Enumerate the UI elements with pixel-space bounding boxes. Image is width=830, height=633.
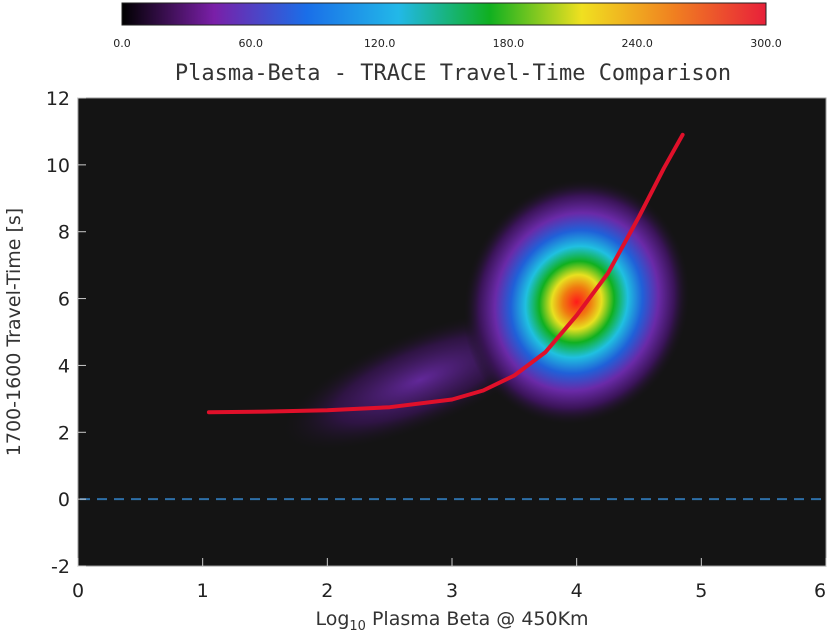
y-tick-label: 2 — [58, 422, 70, 444]
colorbar-tick-label: 180.0 — [493, 37, 525, 50]
y-tick-label: 8 — [58, 222, 70, 244]
y-tick-label: -2 — [51, 556, 70, 578]
x-tick-label: 3 — [446, 580, 458, 602]
y-tick-label: 10 — [46, 155, 70, 177]
x-axis-ticks: 0 1 2 3 4 5 6 — [72, 558, 827, 602]
y-axis-ticks: -2 0 2 4 6 8 10 12 — [46, 88, 86, 578]
y-tick-label: 12 — [46, 88, 70, 110]
density-cloud — [279, 178, 691, 452]
colorbar-tick-label: 120.0 — [364, 37, 396, 50]
fit-curve — [206, 132, 685, 415]
chart-title: Plasma-Beta - TRACE Travel-Time Comparis… — [175, 61, 731, 86]
x-tick-label: 6 — [814, 580, 826, 602]
colorbar — [121, 2, 767, 26]
colorbar-tick-label: 60.0 — [239, 37, 264, 50]
x-axis-label: Log10 Plasma Beta @ 450Km — [315, 608, 588, 633]
density-core — [463, 178, 691, 426]
y-axis-label: 1700-1600 Travel-Time [s] — [3, 208, 25, 456]
x-axis-label-subscript: 10 — [349, 619, 366, 633]
colorbar-tick-label: 240.0 — [621, 37, 653, 50]
x-axis-label-rest: Plasma Beta @ 450Km — [366, 608, 589, 630]
x-tick-label: 5 — [695, 580, 707, 602]
x-tick-label: 4 — [571, 580, 583, 602]
y-tick-label: 0 — [58, 489, 70, 511]
colorbar-tick-label: 300.0 — [750, 37, 782, 50]
colorbar-tick-label: 0.0 — [113, 37, 131, 50]
y-tick-label: 4 — [58, 355, 70, 377]
colorbar-tick-labels: 0.0 60.0 120.0 180.0 240.0 300.0 — [113, 37, 782, 50]
x-tick-label: 2 — [321, 580, 333, 602]
x-tick-label: 0 — [72, 580, 84, 602]
y-tick-label: 6 — [58, 289, 70, 311]
x-tick-label: 1 — [197, 580, 209, 602]
